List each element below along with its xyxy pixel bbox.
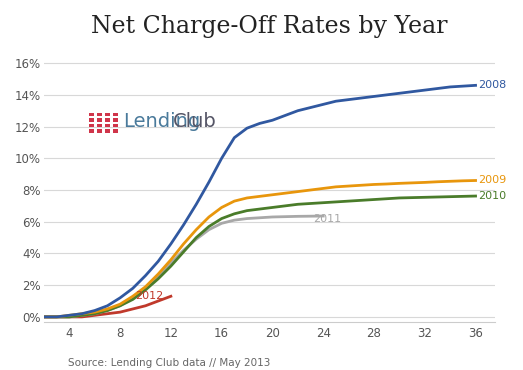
Text: Club: Club	[173, 112, 217, 131]
Text: 2008: 2008	[478, 80, 506, 90]
Text: 2010: 2010	[478, 191, 506, 201]
Text: Lending: Lending	[123, 112, 200, 131]
Title: Net Charge-Off Rates by Year: Net Charge-Off Rates by Year	[91, 15, 448, 38]
Text: 2009: 2009	[478, 175, 506, 185]
Text: 2011: 2011	[313, 213, 341, 223]
Text: 2012: 2012	[135, 291, 164, 301]
Text: Source: Lending Club data // May 2013: Source: Lending Club data // May 2013	[68, 358, 270, 368]
